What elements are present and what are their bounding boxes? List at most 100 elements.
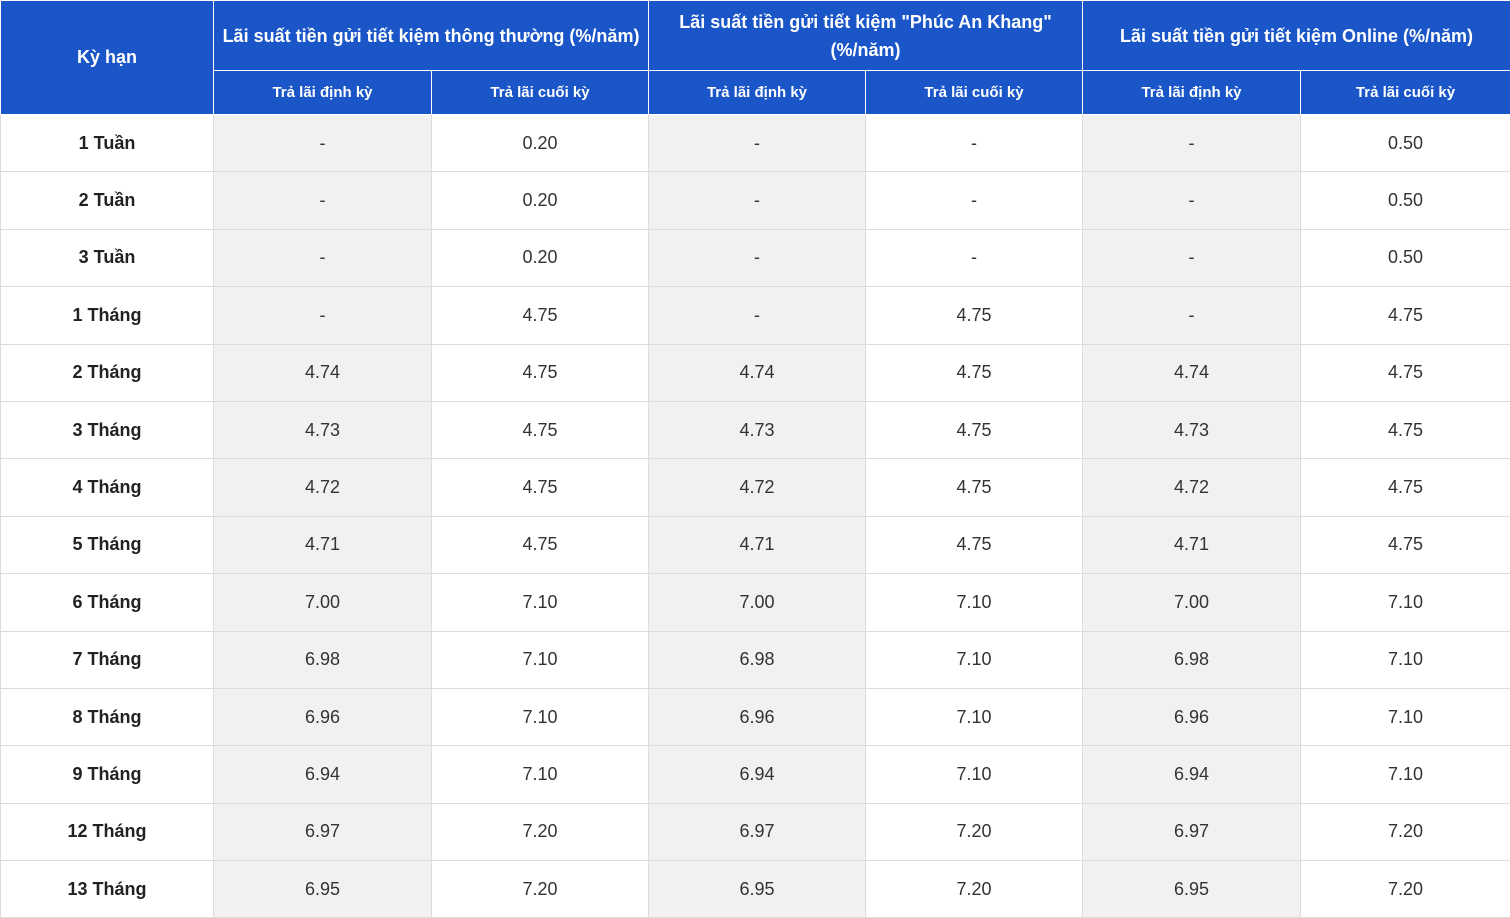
term-cell: 2 Tháng: [1, 344, 214, 401]
term-cell: 6 Tháng: [1, 574, 214, 631]
term-cell: 2 Tuần: [1, 172, 214, 229]
rate-cell: -: [866, 115, 1083, 172]
rate-cell: 6.98: [649, 631, 866, 688]
rate-cell: 6.94: [649, 746, 866, 803]
term-cell: 3 Tuần: [1, 229, 214, 286]
rate-cell: 7.10: [1301, 746, 1510, 803]
rate-cell: -: [649, 229, 866, 286]
rate-cell: -: [1083, 172, 1301, 229]
rate-cell: 4.74: [1083, 344, 1301, 401]
rate-cell: 7.10: [1301, 688, 1510, 745]
rate-cell: 6.94: [1083, 746, 1301, 803]
rate-cell: 0.50: [1301, 172, 1510, 229]
rate-cell: 7.10: [432, 631, 649, 688]
rate-cell: 4.71: [214, 516, 432, 573]
rate-cell: 4.75: [432, 287, 649, 344]
term-cell: 13 Tháng: [1, 861, 214, 918]
rate-cell: 7.00: [1083, 574, 1301, 631]
rate-cell: -: [866, 172, 1083, 229]
rate-cell: 4.74: [214, 344, 432, 401]
rate-cell: 6.95: [649, 861, 866, 918]
rate-cell: 4.72: [649, 459, 866, 516]
rate-cell: 6.97: [649, 803, 866, 860]
table-row: 1 Tháng-4.75-4.75-4.75: [1, 287, 1510, 344]
rate-cell: 6.95: [214, 861, 432, 918]
sub-header: Trả lãi cuối kỳ: [1301, 71, 1510, 115]
rate-cell: 4.75: [866, 516, 1083, 573]
rate-cell: 4.71: [1083, 516, 1301, 573]
rate-cell: 7.10: [432, 574, 649, 631]
rate-cell: 4.75: [866, 344, 1083, 401]
rate-cell: 4.75: [1301, 459, 1510, 516]
rate-cell: 7.10: [866, 631, 1083, 688]
rate-cell: 4.71: [649, 516, 866, 573]
rate-cell: 6.96: [649, 688, 866, 745]
rate-cell: 4.75: [866, 401, 1083, 458]
rate-cell: 0.50: [1301, 229, 1510, 286]
rate-cell: 4.73: [649, 401, 866, 458]
rate-cell: 6.97: [214, 803, 432, 860]
sub-header: Trả lãi định kỳ: [649, 71, 866, 115]
rate-cell: 6.97: [1083, 803, 1301, 860]
rate-cell: 0.20: [432, 172, 649, 229]
rate-cell: -: [649, 287, 866, 344]
term-header: Kỳ hạn: [1, 1, 214, 115]
rate-cell: 7.20: [432, 861, 649, 918]
rate-cell: 4.75: [866, 459, 1083, 516]
rate-cell: 0.20: [432, 115, 649, 172]
rate-cell: -: [1083, 115, 1301, 172]
rate-cell: -: [214, 229, 432, 286]
group-header: Lãi suất tiền gửi tiết kiệm "Phúc An Kha…: [649, 1, 1083, 71]
rate-cell: 7.10: [432, 746, 649, 803]
term-cell: 1 Tuần: [1, 115, 214, 172]
rate-cell: 7.10: [866, 746, 1083, 803]
sub-header: Trả lãi định kỳ: [1083, 71, 1301, 115]
rate-cell: 6.98: [214, 631, 432, 688]
rate-cell: -: [649, 172, 866, 229]
group-header: Lãi suất tiền gửi tiết kiệm Online (%/nă…: [1083, 1, 1510, 71]
term-cell: 3 Tháng: [1, 401, 214, 458]
rate-cell: -: [214, 287, 432, 344]
rate-cell: 7.00: [214, 574, 432, 631]
group-header: Lãi suất tiền gửi tiết kiệm thông thường…: [214, 1, 649, 71]
sub-header: Trả lãi cuối kỳ: [866, 71, 1083, 115]
term-cell: 5 Tháng: [1, 516, 214, 573]
rate-cell: 4.75: [432, 401, 649, 458]
rate-cell: 6.96: [214, 688, 432, 745]
rate-cell: 4.72: [1083, 459, 1301, 516]
rate-cell: 0.20: [432, 229, 649, 286]
rate-cell: 4.75: [1301, 287, 1510, 344]
term-cell: 8 Tháng: [1, 688, 214, 745]
term-cell: 1 Tháng: [1, 287, 214, 344]
rate-cell: 4.75: [866, 287, 1083, 344]
rate-cell: 7.10: [1301, 574, 1510, 631]
rate-cell: 6.95: [1083, 861, 1301, 918]
term-cell: 9 Tháng: [1, 746, 214, 803]
rate-cell: 4.75: [432, 344, 649, 401]
rate-cell: 7.20: [1301, 861, 1510, 918]
term-cell: 4 Tháng: [1, 459, 214, 516]
rate-cell: 7.00: [649, 574, 866, 631]
term-cell: 7 Tháng: [1, 631, 214, 688]
rate-cell: 6.96: [1083, 688, 1301, 745]
table-row: 2 Tuần-0.20---0.50: [1, 172, 1510, 229]
rate-cell: -: [1083, 287, 1301, 344]
rate-cell: -: [866, 229, 1083, 286]
sub-header: Trả lãi định kỳ: [214, 71, 432, 115]
term-cell: 12 Tháng: [1, 803, 214, 860]
rate-cell: 7.20: [866, 861, 1083, 918]
rate-cell: 6.98: [1083, 631, 1301, 688]
rate-cell: -: [649, 115, 866, 172]
